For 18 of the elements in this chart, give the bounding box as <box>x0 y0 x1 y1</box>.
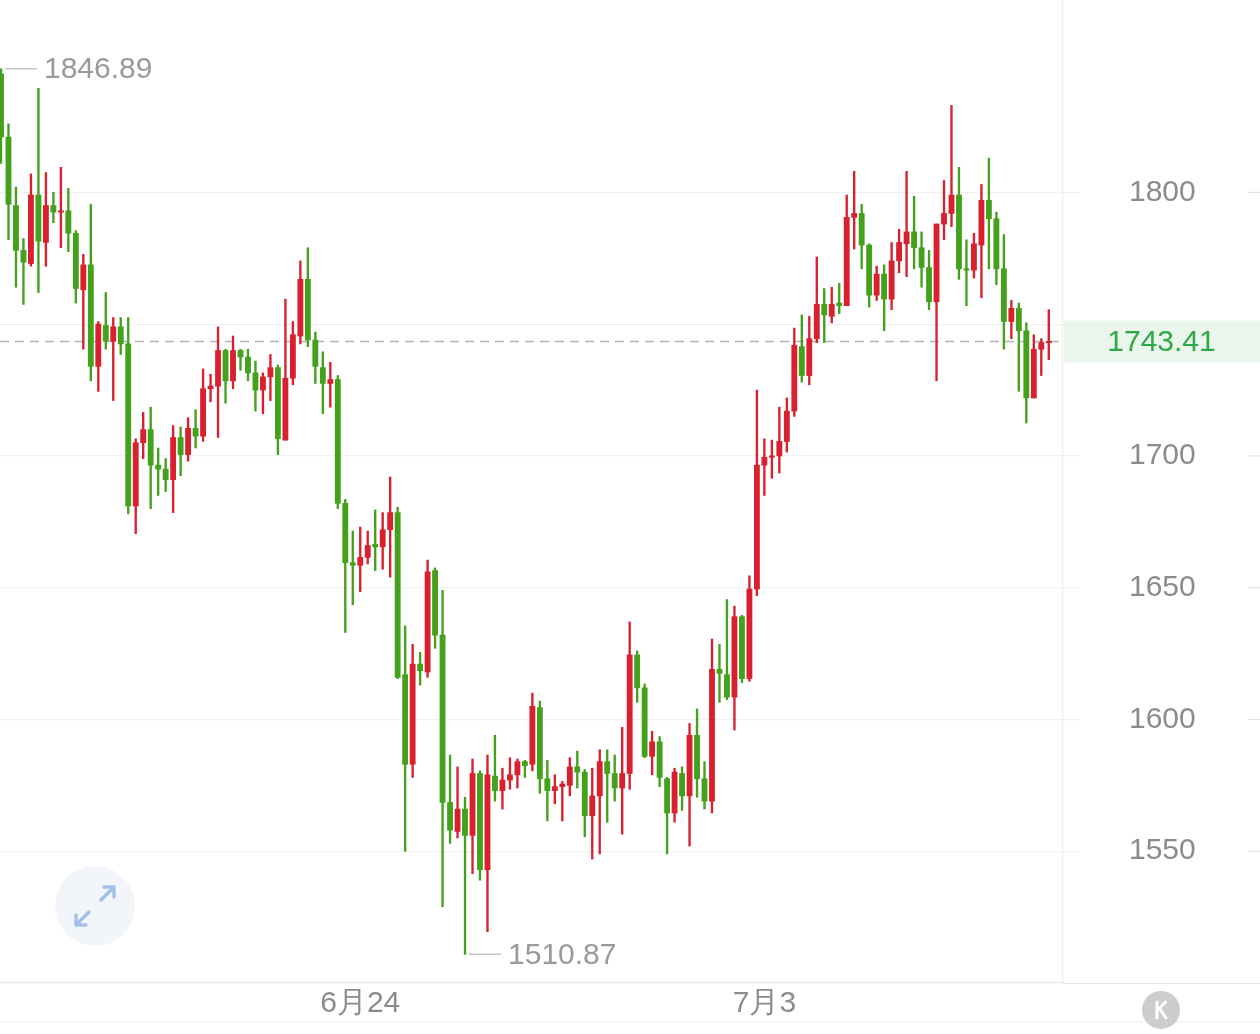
candlestick <box>80 253 87 350</box>
candlestick <box>35 87 42 293</box>
y-tick-label: 1800 <box>1128 173 1196 207</box>
candlestick <box>903 170 910 278</box>
ref-line-label: 1743.41 <box>1107 323 1216 357</box>
y-tick-label: 1600 <box>1128 700 1196 734</box>
candlestick <box>761 438 768 496</box>
candlestick <box>192 409 199 449</box>
y-tick-label: 1650 <box>1128 568 1196 602</box>
candlestick <box>716 644 723 703</box>
candlestick <box>776 406 783 474</box>
y-tick-label: 1700 <box>1128 437 1196 471</box>
x-tick-label: 6月24 <box>320 985 401 1019</box>
annotation: 1510.87 <box>508 936 617 970</box>
annotation: 1846.89 <box>44 51 153 85</box>
candlestick <box>50 192 57 224</box>
x-tick-label: 7月3 <box>732 985 797 1019</box>
y-tick-label: 1550 <box>1128 832 1196 866</box>
